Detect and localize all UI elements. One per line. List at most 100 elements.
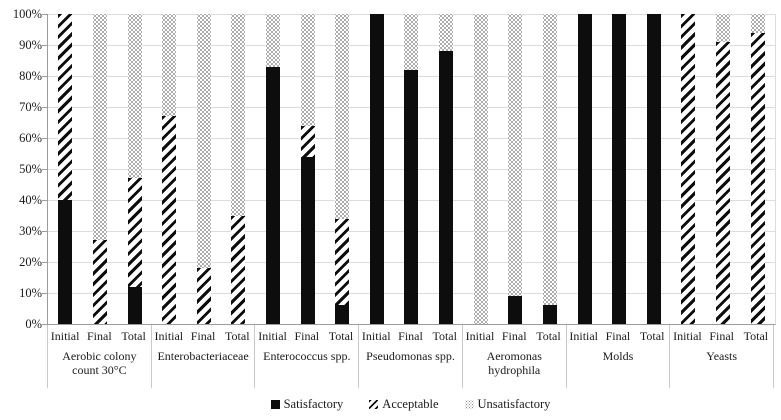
bar-segment-satisfactory bbox=[508, 296, 523, 324]
bar-segment-acceptable bbox=[750, 32, 765, 324]
stacked-bar bbox=[542, 14, 557, 324]
bar-group bbox=[671, 14, 775, 324]
y-tick-label: 60% bbox=[19, 131, 42, 145]
unsatisfactory-swatch-icon bbox=[464, 400, 474, 409]
stacked-bar bbox=[646, 14, 661, 324]
bar-segment-satisfactory bbox=[300, 156, 315, 324]
bar-tick-label: Initial bbox=[50, 329, 80, 343]
category-group-cell: Initial Final Total Aeromonas hydrophila bbox=[461, 325, 566, 388]
y-tick-label: 70% bbox=[19, 100, 42, 114]
legend-item-unsatisfactory: Unsatisfactory bbox=[464, 397, 550, 412]
bar-segment-acceptable bbox=[335, 218, 350, 306]
bar-tick-label: Initial bbox=[465, 329, 495, 343]
stacked-bar bbox=[577, 14, 592, 324]
legend-label: Acceptable bbox=[382, 397, 439, 411]
bar-segment-satisfactory bbox=[577, 14, 592, 324]
bar-segment-satisfactory bbox=[335, 305, 350, 324]
bar-tick-label: Initial bbox=[673, 329, 702, 343]
bar-segment-satisfactory bbox=[127, 286, 142, 324]
bar-tick-label: Total bbox=[121, 329, 146, 343]
bar-segment-unsatisfactory bbox=[196, 14, 211, 269]
y-axis-tick bbox=[42, 199, 48, 201]
bar-tick-label: Total bbox=[743, 329, 769, 343]
bar-segment-acceptable bbox=[681, 14, 696, 324]
bar-tick-labels: Initial Final Total bbox=[48, 329, 151, 344]
category-group-cell: Initial Final Total Aerobic colony count 30… bbox=[47, 325, 151, 388]
stacked-bar bbox=[369, 14, 384, 324]
bar-tick-label: Final bbox=[605, 329, 631, 343]
category-group-label: Molds bbox=[602, 349, 634, 363]
stacked-bar bbox=[92, 14, 107, 324]
stacked-bar bbox=[681, 14, 696, 324]
bar-segment-satisfactory bbox=[542, 305, 557, 324]
bar-segment-acceptable bbox=[196, 268, 211, 324]
bar-group bbox=[360, 14, 464, 324]
plot-area bbox=[42, 13, 776, 325]
bar-segment-unsatisfactory bbox=[404, 14, 419, 70]
bar-segment-unsatisfactory bbox=[473, 14, 488, 324]
bar-tick-labels: Initial Final Total bbox=[463, 329, 566, 344]
bar-tick-label: Final bbox=[398, 329, 423, 343]
bar-tick-label: Initial bbox=[258, 329, 287, 343]
bar-group bbox=[48, 14, 152, 324]
stacked-bar bbox=[162, 14, 177, 324]
y-axis-tick bbox=[42, 168, 48, 170]
bar-tick-label: Total bbox=[328, 329, 354, 343]
bar-segment-satisfactory bbox=[404, 69, 419, 324]
bar-segment-acceptable bbox=[300, 125, 315, 157]
bar-tick-label: Initial bbox=[361, 329, 391, 343]
stacked-bar bbox=[508, 14, 523, 324]
legend-item-acceptable: Acceptable bbox=[369, 397, 439, 412]
bar-segment-unsatisfactory bbox=[542, 14, 557, 306]
bar-tick-labels: Initial Final Total bbox=[359, 329, 462, 344]
stacked-bar bbox=[439, 14, 454, 324]
y-axis-tick bbox=[42, 292, 48, 294]
bar-tick-labels: Initial Final Total bbox=[567, 329, 670, 344]
bar-tick-label: Total bbox=[432, 329, 457, 343]
bar-tick-label: Final bbox=[709, 329, 734, 343]
bar-tick-label: Initial bbox=[569, 329, 599, 343]
y-tick-label: 0% bbox=[25, 317, 42, 331]
bar-tick-label: Initial bbox=[154, 329, 184, 343]
bar-tick-label: Total bbox=[639, 329, 665, 343]
bar-tick-label: Total bbox=[225, 329, 250, 343]
stacked-bar bbox=[58, 14, 73, 324]
category-group-label: Yeasts bbox=[706, 349, 738, 363]
bar-segment-acceptable bbox=[127, 178, 142, 287]
stacked-bar bbox=[473, 14, 488, 324]
bar-segment-satisfactory bbox=[369, 14, 384, 324]
x-axis-labels: Initial Final Total Aerobic colony count 30… bbox=[47, 325, 775, 388]
category-group-label: Enterococcus spp. bbox=[263, 349, 351, 363]
y-axis-tick bbox=[42, 261, 48, 263]
bar-tick-labels: Initial Final Total bbox=[670, 329, 773, 344]
y-tick-label: 50% bbox=[19, 162, 42, 176]
bar-segment-acceptable bbox=[231, 215, 246, 324]
category-group-label: Aerobic colony count 30°C bbox=[62, 349, 137, 378]
acceptable-swatch-icon bbox=[369, 400, 379, 409]
stacked-bar bbox=[300, 14, 315, 324]
category-group-cell: Initial Final Total Enterococcus spp. bbox=[254, 325, 358, 388]
bar-segment-satisfactory bbox=[646, 14, 661, 324]
bar-tick-label: Final bbox=[294, 329, 320, 343]
stacked-bar bbox=[196, 14, 211, 324]
bar-segment-acceptable bbox=[716, 41, 731, 324]
category-group-label: Pseudomonas spp. bbox=[366, 349, 455, 363]
category-group-label: Enterobacteriaceae bbox=[157, 349, 249, 363]
y-tick-label: 30% bbox=[19, 224, 42, 238]
y-axis-labels: 0% 10% 20% 30% 40% 50% 60% 70% 80% 90% 100% bbox=[0, 7, 42, 331]
stacked-bar bbox=[716, 14, 731, 324]
bar-segment-unsatisfactory bbox=[92, 14, 107, 241]
stacked-bar bbox=[612, 14, 627, 324]
stacked-bar bbox=[750, 14, 765, 324]
category-group-cell: Initial Final Total Yeasts bbox=[669, 325, 775, 388]
bar-segment-unsatisfactory bbox=[439, 14, 454, 52]
category-group-label: Aeromonas hydrophila bbox=[486, 349, 542, 378]
stacked-bar bbox=[266, 14, 281, 324]
bar-group bbox=[152, 14, 256, 324]
bar-group bbox=[463, 14, 567, 324]
bar-tick-label: Final bbox=[87, 329, 112, 343]
bar-segment-unsatisfactory bbox=[266, 14, 281, 67]
bar-segment-unsatisfactory bbox=[508, 14, 523, 297]
bar-segment-satisfactory bbox=[266, 66, 281, 324]
